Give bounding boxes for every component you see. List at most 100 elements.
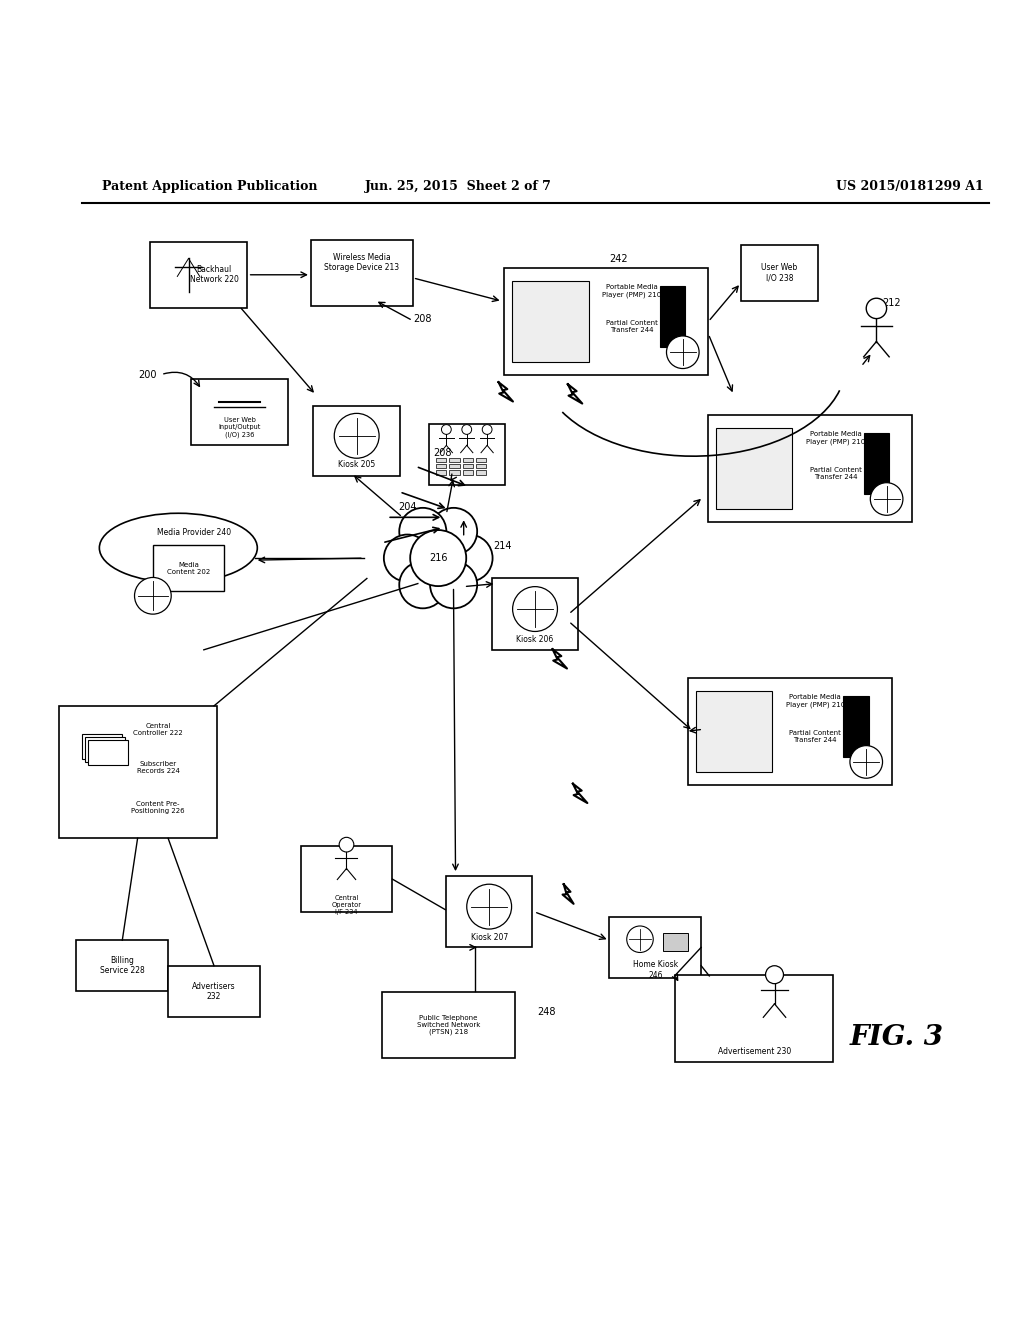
Circle shape bbox=[467, 884, 512, 929]
Text: Kiosk 205: Kiosk 205 bbox=[338, 459, 376, 469]
FancyBboxPatch shape bbox=[863, 433, 889, 494]
Text: 200: 200 bbox=[138, 370, 157, 380]
FancyBboxPatch shape bbox=[476, 470, 486, 474]
Text: Public Telephone
Switched Network
(PTSN) 218: Public Telephone Switched Network (PTSN)… bbox=[417, 1015, 480, 1035]
FancyBboxPatch shape bbox=[436, 465, 446, 469]
Circle shape bbox=[866, 298, 887, 318]
Circle shape bbox=[667, 335, 699, 368]
Text: Central
Operator
I/F 234: Central Operator I/F 234 bbox=[332, 895, 361, 915]
FancyBboxPatch shape bbox=[428, 424, 505, 484]
FancyBboxPatch shape bbox=[77, 940, 168, 991]
FancyBboxPatch shape bbox=[311, 240, 413, 306]
Text: Partial Content
Transfer 244: Partial Content Transfer 244 bbox=[810, 467, 861, 480]
FancyBboxPatch shape bbox=[82, 734, 122, 759]
Text: 248: 248 bbox=[537, 1007, 555, 1016]
FancyBboxPatch shape bbox=[505, 268, 709, 375]
Text: 214: 214 bbox=[494, 541, 512, 550]
Text: Advertisement 230: Advertisement 230 bbox=[718, 1047, 791, 1056]
FancyBboxPatch shape bbox=[716, 428, 793, 510]
FancyBboxPatch shape bbox=[58, 706, 216, 838]
FancyBboxPatch shape bbox=[512, 281, 589, 363]
Text: Backhaul
Network 220: Backhaul Network 220 bbox=[189, 265, 239, 285]
Text: FIG. 3: FIG. 3 bbox=[850, 1023, 944, 1051]
FancyBboxPatch shape bbox=[463, 458, 473, 462]
Circle shape bbox=[513, 586, 557, 631]
FancyBboxPatch shape bbox=[476, 465, 486, 469]
Text: 242: 242 bbox=[609, 255, 628, 264]
Circle shape bbox=[399, 561, 446, 609]
Ellipse shape bbox=[99, 513, 257, 582]
Text: 208: 208 bbox=[414, 314, 432, 323]
FancyBboxPatch shape bbox=[88, 741, 128, 766]
Text: 204: 204 bbox=[398, 502, 417, 512]
FancyBboxPatch shape bbox=[609, 917, 701, 978]
FancyBboxPatch shape bbox=[153, 545, 224, 591]
FancyBboxPatch shape bbox=[463, 465, 473, 469]
Circle shape bbox=[411, 531, 466, 586]
Circle shape bbox=[627, 927, 653, 953]
Text: Wireless Media
Storage Device 213: Wireless Media Storage Device 213 bbox=[325, 253, 399, 272]
Circle shape bbox=[430, 561, 477, 609]
Text: Jun. 25, 2015  Sheet 2 of 7: Jun. 25, 2015 Sheet 2 of 7 bbox=[366, 180, 552, 193]
Circle shape bbox=[399, 508, 446, 554]
Circle shape bbox=[417, 537, 460, 579]
Text: Subscriber
Records 224: Subscriber Records 224 bbox=[136, 760, 179, 774]
Text: Media
Content 202: Media Content 202 bbox=[167, 562, 210, 574]
Text: Portable Media
Player (PMP) 210: Portable Media Player (PMP) 210 bbox=[806, 432, 865, 445]
Circle shape bbox=[445, 535, 493, 582]
FancyBboxPatch shape bbox=[436, 458, 446, 462]
FancyBboxPatch shape bbox=[191, 379, 288, 445]
Circle shape bbox=[850, 746, 883, 779]
FancyBboxPatch shape bbox=[659, 286, 685, 347]
Circle shape bbox=[134, 577, 171, 614]
Text: Media Provider 240: Media Provider 240 bbox=[157, 528, 230, 537]
Text: 212: 212 bbox=[883, 298, 901, 309]
Text: 216: 216 bbox=[429, 553, 447, 564]
FancyBboxPatch shape bbox=[151, 242, 247, 308]
FancyBboxPatch shape bbox=[382, 991, 515, 1057]
FancyBboxPatch shape bbox=[301, 846, 392, 912]
Text: User Web
Input/Output
(I/O) 236: User Web Input/Output (I/O) 236 bbox=[218, 417, 261, 438]
Text: Partial Content
Transfer 244: Partial Content Transfer 244 bbox=[606, 321, 657, 333]
Text: Advertisers
232: Advertisers 232 bbox=[193, 982, 236, 1001]
FancyBboxPatch shape bbox=[695, 690, 772, 772]
Circle shape bbox=[384, 535, 431, 582]
Circle shape bbox=[870, 483, 903, 515]
FancyBboxPatch shape bbox=[313, 407, 400, 475]
Circle shape bbox=[430, 508, 477, 554]
FancyBboxPatch shape bbox=[709, 414, 912, 521]
Circle shape bbox=[462, 425, 472, 434]
Text: Central
Controller 222: Central Controller 222 bbox=[133, 723, 183, 735]
Text: US 2015/0181299 A1: US 2015/0181299 A1 bbox=[836, 180, 983, 193]
Circle shape bbox=[766, 966, 783, 983]
FancyBboxPatch shape bbox=[450, 465, 460, 469]
Circle shape bbox=[482, 425, 492, 434]
Circle shape bbox=[441, 425, 452, 434]
Circle shape bbox=[339, 837, 354, 851]
FancyBboxPatch shape bbox=[445, 876, 532, 948]
FancyBboxPatch shape bbox=[492, 578, 579, 649]
Text: Kiosk 206: Kiosk 206 bbox=[516, 635, 554, 644]
Text: Kiosk 207: Kiosk 207 bbox=[471, 933, 508, 941]
FancyBboxPatch shape bbox=[463, 470, 473, 474]
FancyBboxPatch shape bbox=[476, 458, 486, 462]
Text: Portable Media
Player (PMP) 210: Portable Media Player (PMP) 210 bbox=[602, 284, 662, 298]
FancyBboxPatch shape bbox=[663, 933, 688, 952]
Text: Partial Content
Transfer 244: Partial Content Transfer 244 bbox=[790, 730, 841, 743]
FancyBboxPatch shape bbox=[85, 737, 125, 763]
Text: Billing
Service 228: Billing Service 228 bbox=[100, 956, 144, 975]
Text: Portable Media
Player (PMP) 210: Portable Media Player (PMP) 210 bbox=[785, 694, 845, 708]
Text: Patent Application Publication: Patent Application Publication bbox=[102, 180, 317, 193]
FancyBboxPatch shape bbox=[168, 966, 260, 1016]
FancyBboxPatch shape bbox=[675, 975, 834, 1063]
Text: Content Pre-
Positioning 226: Content Pre- Positioning 226 bbox=[131, 801, 184, 814]
FancyBboxPatch shape bbox=[436, 470, 446, 474]
FancyBboxPatch shape bbox=[450, 458, 460, 462]
Circle shape bbox=[334, 413, 379, 458]
FancyBboxPatch shape bbox=[741, 244, 818, 301]
FancyBboxPatch shape bbox=[844, 696, 868, 756]
Text: Home Kiosk
246: Home Kiosk 246 bbox=[633, 960, 678, 979]
Text: 208: 208 bbox=[433, 447, 452, 458]
FancyBboxPatch shape bbox=[688, 678, 892, 785]
Text: User Web
I/O 238: User Web I/O 238 bbox=[762, 263, 798, 282]
